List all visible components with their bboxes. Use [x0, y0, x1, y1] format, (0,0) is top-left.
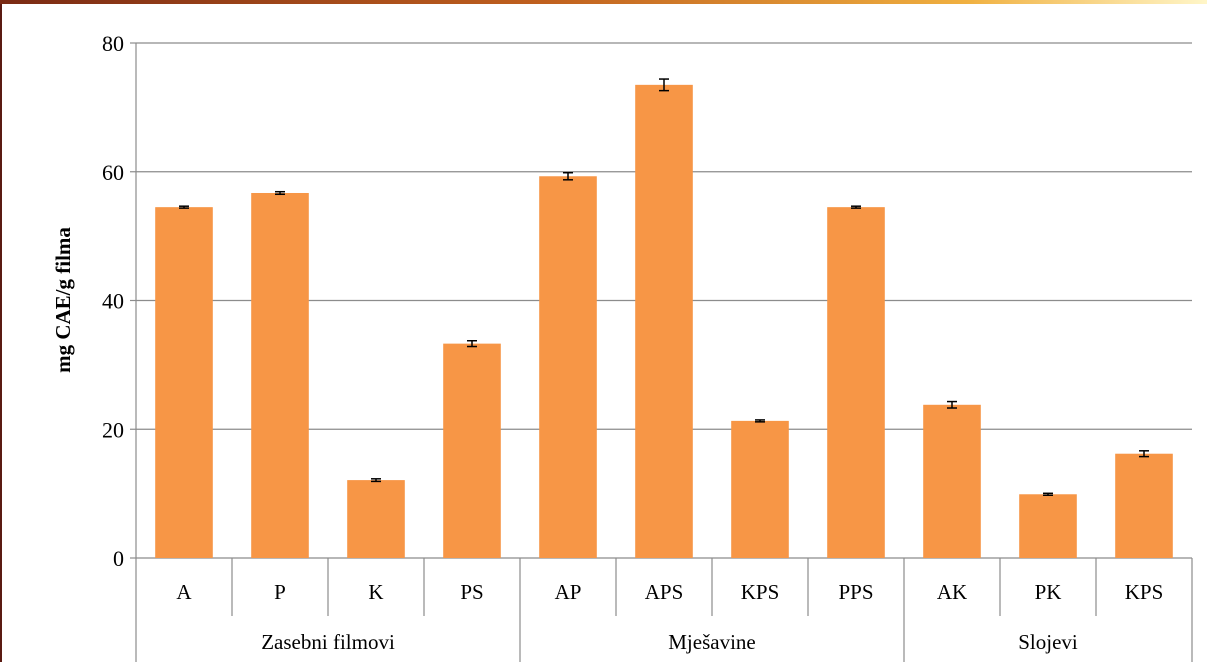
- bar: [251, 192, 309, 558]
- y-axis-label: mg CAE/g filma: [51, 227, 75, 373]
- bar: [539, 176, 597, 558]
- y-tick-label: 20: [102, 417, 124, 442]
- x-group-label: Zasebni filmovi: [261, 630, 395, 654]
- x-category-labels: A P K PS AP APS KPS PPS AK PK KPS: [176, 580, 1163, 604]
- x-category-label: AP: [555, 580, 582, 604]
- x-category-label: P: [274, 580, 286, 604]
- y-tick-label: 0: [113, 546, 124, 571]
- x-category-label: PPS: [838, 580, 873, 604]
- x-category-label: KPS: [1125, 580, 1164, 604]
- x-group-label: Mješavine: [668, 630, 755, 654]
- bar: [1019, 494, 1077, 558]
- chart-top-border: [0, 0, 1207, 4]
- error-bars: [179, 78, 1149, 496]
- x-category-label: K: [368, 580, 383, 604]
- bar: [443, 343, 501, 558]
- bar: [731, 420, 789, 558]
- y-tick-label: 60: [102, 160, 124, 185]
- bar: [347, 480, 405, 558]
- y-tick-labels: 0 20 40 60 80: [102, 31, 124, 571]
- x-category-label: KPS: [741, 580, 780, 604]
- bar: [155, 207, 213, 558]
- x-category-label: AK: [937, 580, 967, 604]
- x-group-labels: Zasebni filmovi Mješavine Slojevi: [261, 630, 1078, 654]
- y-tick-label: 40: [102, 289, 124, 314]
- bar: [923, 404, 981, 558]
- x-category-label: PK: [1035, 580, 1062, 604]
- bars: [155, 84, 1173, 558]
- bar: [827, 207, 885, 558]
- x-category-label: APS: [645, 580, 684, 604]
- y-tick-label: 80: [102, 31, 124, 56]
- x-category-label: A: [176, 580, 192, 604]
- bar: [1115, 453, 1173, 558]
- x-group-label: Slojevi: [1018, 630, 1078, 654]
- bar: [635, 84, 693, 558]
- x-category-label: PS: [460, 580, 483, 604]
